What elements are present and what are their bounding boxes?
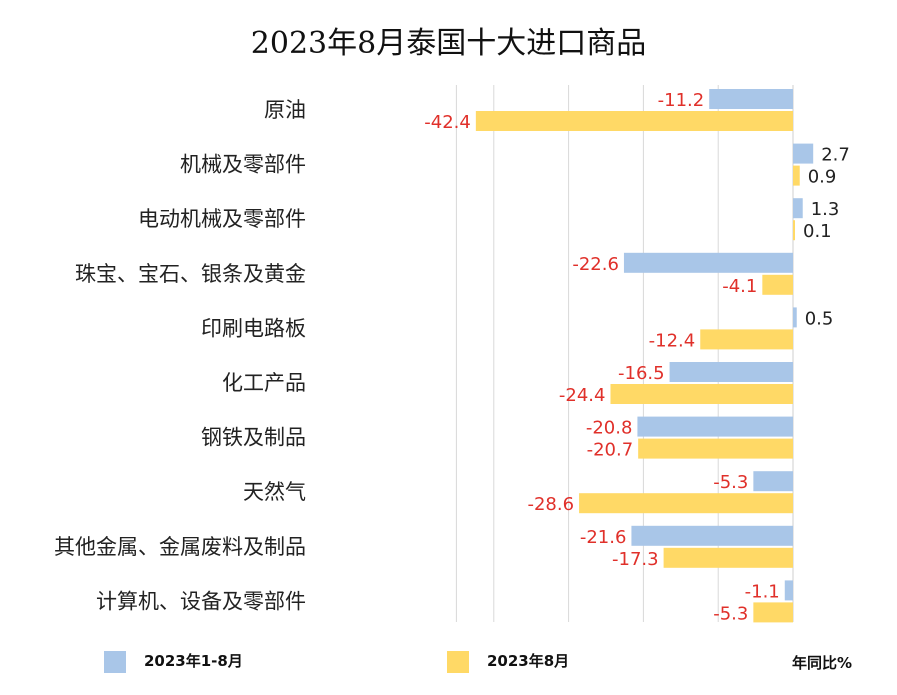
data-label: -20.8 <box>586 418 633 439</box>
data-label: -1.1 <box>745 581 780 602</box>
bar-series-2 <box>638 438 793 459</box>
data-label: -12.4 <box>649 330 696 351</box>
category-label: 化工产品 <box>222 371 306 395</box>
bar-series-1 <box>623 252 793 273</box>
category-label: 原油 <box>264 98 306 122</box>
bar-series-2 <box>753 602 793 623</box>
bar-series-2 <box>579 493 793 514</box>
legend-item-series-1: 2023年1-8月 <box>104 650 243 673</box>
data-label: -24.4 <box>559 385 606 406</box>
bars <box>475 89 814 623</box>
category-label: 机械及零部件 <box>180 153 306 177</box>
data-label: -16.5 <box>618 363 665 384</box>
bar-series-2 <box>663 547 793 568</box>
bar-series-1 <box>793 143 814 164</box>
data-label: -5.3 <box>713 472 748 493</box>
data-label: -28.6 <box>527 494 574 515</box>
bar-series-2 <box>700 329 793 350</box>
data-label: -5.3 <box>713 603 748 624</box>
data-label: -17.3 <box>612 549 659 570</box>
legend-item-series-2: 2023年8月 <box>447 650 569 673</box>
bar-series-2 <box>610 384 793 404</box>
category-label: 其他金属、金属废料及制品 <box>54 535 306 559</box>
axis-unit-label: 年同比% <box>792 654 853 672</box>
data-label: -21.6 <box>580 527 627 548</box>
data-label: 2.7 <box>821 145 850 166</box>
bar-series-1 <box>631 525 793 546</box>
category-labels: 原油机械及零部件电动机械及零部件珠宝、宝石、银条及黄金印刷电路板化工产品钢铁及制… <box>54 98 306 613</box>
category-label: 珠宝、宝石、银条及黄金 <box>75 262 306 286</box>
bar-series-1 <box>669 362 793 382</box>
bar-series-1 <box>753 471 793 492</box>
category-label: 天然气 <box>243 480 306 504</box>
chart-title: 2023年8月泰国十大进口商品 <box>250 26 647 61</box>
category-label: 计算机、设备及零部件 <box>96 589 306 613</box>
bar-series-2 <box>793 220 795 241</box>
legend-label: 2023年8月 <box>487 652 570 670</box>
data-label: -22.6 <box>572 254 619 275</box>
bar-series-1 <box>793 307 797 328</box>
category-label: 电动机械及零部件 <box>138 207 306 231</box>
data-label: 0.9 <box>808 167 837 188</box>
data-label: -42.4 <box>424 112 471 133</box>
bar-series-1 <box>637 416 793 437</box>
data-label: 0.5 <box>805 308 834 329</box>
data-label: -11.2 <box>658 90 705 111</box>
data-label: 0.1 <box>803 221 832 242</box>
data-label: -4.1 <box>722 276 757 297</box>
data-label: -20.7 <box>587 440 634 461</box>
bar-series-1 <box>793 198 803 219</box>
bar-series-2 <box>475 111 793 131</box>
bar-series-2 <box>793 165 800 186</box>
legend-swatch-blue <box>104 650 126 673</box>
bar-series-1 <box>709 89 793 109</box>
category-label: 钢铁及制品 <box>201 426 306 450</box>
data-labels: -11.2 -42.4 2.70.9 1.30.1 -22.6 -4.1 0.5 -12.4 -… <box>424 90 850 624</box>
legend-swatch-yellow <box>447 650 469 673</box>
bar-series-1 <box>784 580 793 601</box>
bar-series-2 <box>762 274 793 295</box>
data-label: 1.3 <box>811 199 840 220</box>
legend-label: 2023年1-8月 <box>144 652 243 670</box>
category-label: 印刷电路板 <box>201 316 306 340</box>
